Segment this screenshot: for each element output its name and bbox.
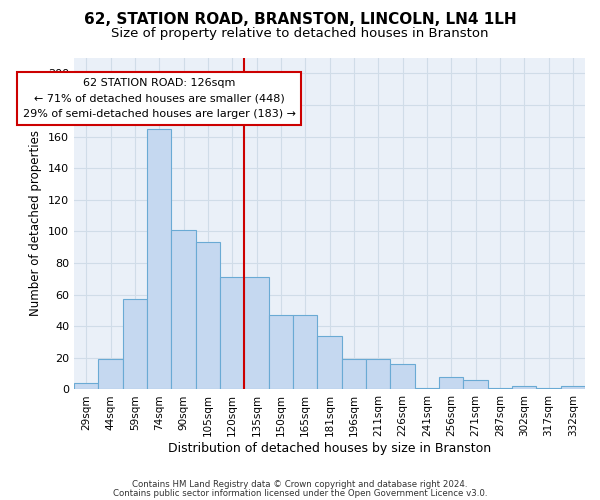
Bar <box>244 277 269 390</box>
Bar <box>439 377 463 390</box>
Bar <box>560 386 585 390</box>
Bar <box>293 315 317 390</box>
Bar <box>122 300 147 390</box>
Text: Size of property relative to detached houses in Branston: Size of property relative to detached ho… <box>111 28 489 40</box>
Bar <box>98 360 122 390</box>
Y-axis label: Number of detached properties: Number of detached properties <box>29 130 43 316</box>
Bar <box>366 360 391 390</box>
Bar <box>220 277 244 390</box>
Bar <box>512 386 536 390</box>
Text: Contains public sector information licensed under the Open Government Licence v3: Contains public sector information licen… <box>113 488 487 498</box>
Bar <box>317 336 341 390</box>
Bar <box>269 315 293 390</box>
X-axis label: Distribution of detached houses by size in Branston: Distribution of detached houses by size … <box>168 442 491 455</box>
Text: Contains HM Land Registry data © Crown copyright and database right 2024.: Contains HM Land Registry data © Crown c… <box>132 480 468 489</box>
Bar <box>147 128 172 390</box>
Bar <box>463 380 488 390</box>
Bar <box>74 383 98 390</box>
Bar <box>341 360 366 390</box>
Bar <box>391 364 415 390</box>
Bar <box>196 242 220 390</box>
Bar <box>536 388 560 390</box>
Bar <box>488 388 512 390</box>
Text: 62 STATION ROAD: 126sqm
← 71% of detached houses are smaller (448)
29% of semi-d: 62 STATION ROAD: 126sqm ← 71% of detache… <box>23 78 296 119</box>
Bar <box>415 388 439 390</box>
Text: 62, STATION ROAD, BRANSTON, LINCOLN, LN4 1LH: 62, STATION ROAD, BRANSTON, LINCOLN, LN4… <box>83 12 517 28</box>
Bar <box>172 230 196 390</box>
